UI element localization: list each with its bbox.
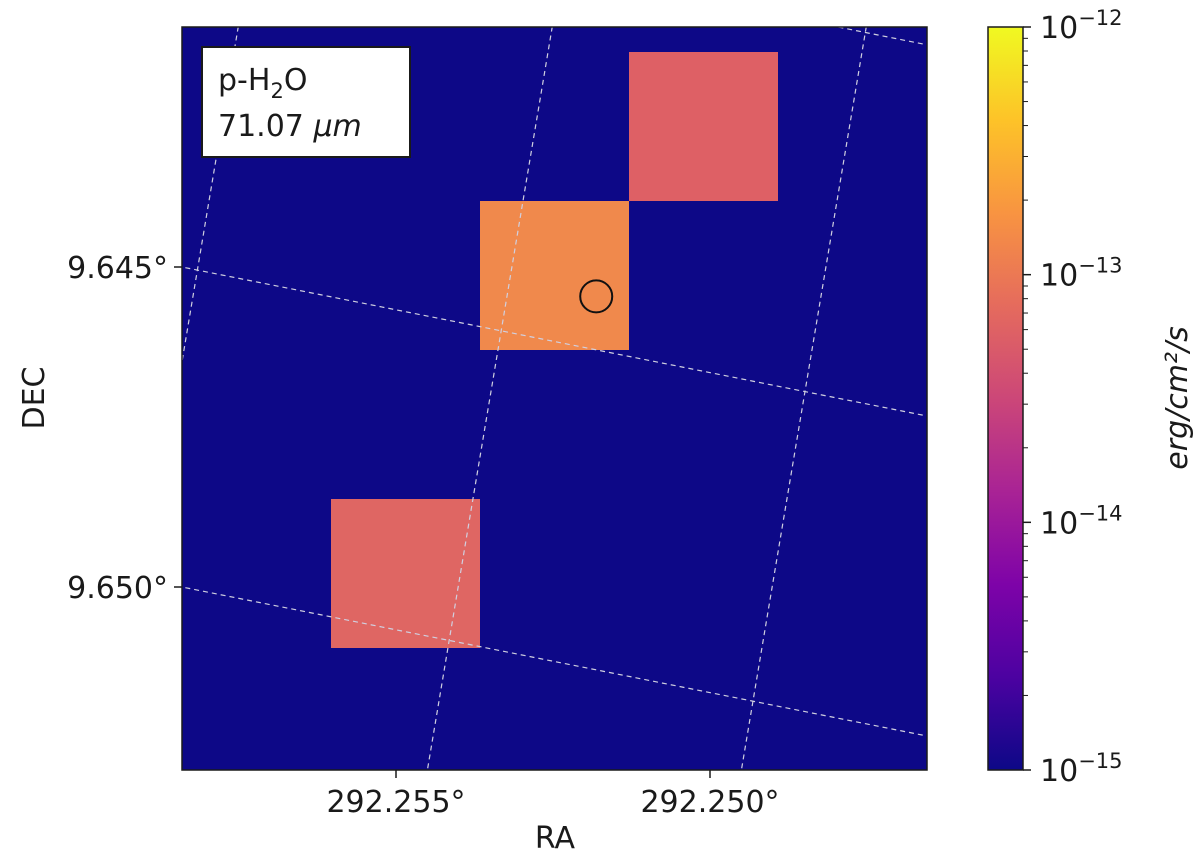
ra-grid-line-2 (740, 27, 867, 770)
colorbar-gradient (987, 26, 1024, 771)
flux-pixel-0 (629, 52, 778, 201)
species-prefix: p-H (218, 63, 270, 98)
colorbar-tick-label-0: 10−15 (1040, 749, 1123, 789)
colorbar-tick-label-3: 10−12 (1040, 6, 1123, 46)
x-axis-title: RA (535, 821, 576, 855)
ra-axis-ticks: 292.255° 292.250° (326, 770, 780, 820)
pixel-layer (331, 52, 778, 648)
wavelength-unit: μm (312, 109, 361, 144)
colorbar: 10−15 10−14 10−13 10−12 erg/cm²/s (987, 6, 1195, 789)
wavelength-label: 71.07 μm (218, 109, 362, 144)
plot-frame (181, 26, 928, 771)
dec-axis-ticks: 9.645° 9.650° (67, 251, 182, 606)
flux-pixel-1 (480, 201, 629, 350)
source-marker (579, 279, 614, 314)
colorbar-tick-label-2: 10−13 (1040, 254, 1123, 294)
ra-tick-label-0: 292.255° (326, 785, 465, 820)
colorbar-tick-label-1: 10−14 (1040, 501, 1123, 541)
dec-grid-line-2 (182, 586, 927, 737)
colorbar-ticks: 10−15 10−14 10−13 10−12 (1023, 6, 1123, 789)
y-axis-title: DEC (17, 366, 52, 429)
dec-tick-label-0: 9.645° (67, 251, 168, 286)
species-label: p-H2O (218, 63, 307, 103)
wavelength-value: 71.07 (218, 109, 304, 144)
ra-tick-label-1: 292.250° (640, 785, 779, 820)
line-annotation-box: p-H2O 71.07 μm (201, 46, 411, 158)
flux-pixel-2 (331, 499, 480, 648)
colorbar-label: erg/cm²/s (1160, 326, 1195, 469)
dec-tick-label-1: 9.650° (67, 571, 168, 606)
species-suffix: O (284, 63, 308, 98)
dec-grid-line-1 (182, 266, 927, 417)
ra-grid-line-1 (426, 27, 553, 770)
species-subscript: 2 (270, 79, 283, 103)
